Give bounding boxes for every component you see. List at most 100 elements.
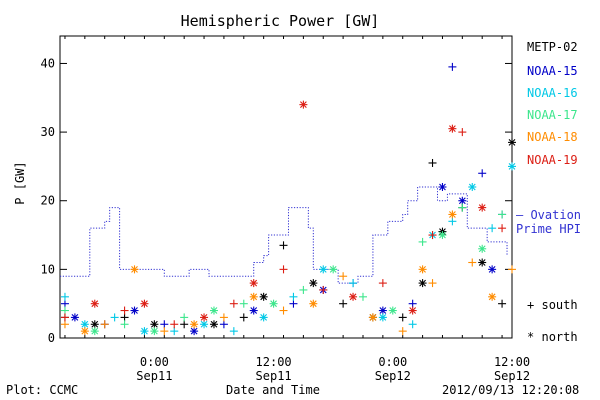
data-point-north bbox=[190, 320, 199, 329]
data-point-south bbox=[160, 320, 169, 329]
data-point-south bbox=[60, 306, 69, 315]
x-tick-time: 0:00 bbox=[140, 355, 169, 369]
data-point-south bbox=[319, 285, 328, 294]
data-point-north bbox=[478, 244, 487, 253]
data-point-south bbox=[358, 292, 367, 301]
legend-entry-noaa-18: NOAA-18 bbox=[527, 130, 578, 144]
data-point-north bbox=[140, 299, 149, 308]
data-point-north bbox=[209, 306, 218, 315]
data-point-north bbox=[508, 162, 516, 171]
data-point-south bbox=[60, 313, 69, 322]
y-tick-label: 10 bbox=[41, 262, 55, 276]
data-point-south bbox=[120, 320, 129, 329]
data-point-south bbox=[229, 327, 238, 336]
data-point-north bbox=[438, 183, 447, 191]
footer-timestamp: 2012/09/13 12:20:08 bbox=[442, 383, 580, 397]
data-point-south bbox=[60, 292, 69, 301]
data-point-north bbox=[438, 231, 447, 240]
data-point-south bbox=[110, 313, 119, 322]
data-point-south bbox=[498, 210, 507, 219]
data-point-north bbox=[319, 265, 328, 274]
data-point-north bbox=[329, 265, 338, 274]
data-point-north bbox=[90, 327, 99, 336]
marker-legend-south: + south bbox=[527, 298, 578, 312]
data-point-south bbox=[229, 299, 238, 308]
legend-entry-noaa-16: NOAA-16 bbox=[527, 86, 578, 100]
legend-entry-metp-02: METP-02 bbox=[527, 40, 578, 54]
data-point-north bbox=[488, 265, 497, 274]
data-point-north bbox=[349, 292, 358, 301]
data-point-south bbox=[398, 313, 407, 322]
marker-legend-label: south bbox=[541, 298, 578, 312]
data-point-north bbox=[418, 265, 427, 274]
data-point-south bbox=[160, 327, 169, 336]
y-tick-label: 30 bbox=[41, 125, 55, 139]
data-point-south bbox=[239, 313, 248, 322]
data-point-north bbox=[368, 313, 377, 322]
chart-title: Hemispheric Power [GW] bbox=[180, 12, 380, 30]
data-point-south bbox=[60, 320, 69, 329]
data-point-north bbox=[378, 306, 387, 315]
data-point-north bbox=[130, 306, 139, 315]
data-point-north bbox=[418, 279, 427, 288]
data-point-south bbox=[60, 299, 69, 308]
data-point-south bbox=[448, 217, 457, 226]
data-point-south bbox=[170, 327, 179, 336]
plus-icon: + bbox=[527, 298, 535, 312]
data-point-south bbox=[299, 285, 308, 294]
data-point-north bbox=[150, 327, 159, 336]
data-point-north bbox=[200, 320, 209, 329]
data-point-south bbox=[378, 279, 387, 288]
x-tick-time: 0:00 bbox=[378, 355, 407, 369]
data-point-south bbox=[458, 203, 467, 212]
legend-entry-noaa-19: NOAA-19 bbox=[527, 153, 578, 167]
data-point-north bbox=[90, 299, 99, 308]
data-point-south bbox=[498, 299, 507, 308]
data-point-south bbox=[219, 320, 228, 329]
data-point-south bbox=[448, 62, 457, 71]
y-axis-label: P [GW] bbox=[13, 161, 27, 205]
data-point-south bbox=[339, 272, 348, 281]
data-point-north bbox=[508, 138, 516, 147]
data-point-south bbox=[468, 258, 477, 267]
footer-left: Plot: CCMC bbox=[6, 383, 79, 397]
data-point-south bbox=[100, 320, 109, 329]
data-point-north bbox=[140, 327, 149, 336]
x-tick-date: Sep11 bbox=[136, 369, 172, 383]
data-point-north bbox=[488, 292, 497, 301]
data-point-north bbox=[458, 196, 467, 205]
data-point-south bbox=[488, 224, 497, 233]
data-point-south bbox=[508, 265, 516, 274]
y-tick-label: 20 bbox=[41, 194, 55, 208]
x-tick-date: Sep12 bbox=[375, 369, 411, 383]
data-point-north bbox=[150, 320, 159, 329]
data-point-north bbox=[90, 320, 99, 329]
x-tick-date: Sep12 bbox=[494, 369, 530, 383]
data-point-south bbox=[398, 327, 407, 336]
legend-entry-ovation-hpi: — Ovation Prime HPI bbox=[516, 208, 582, 236]
data-point-north bbox=[70, 313, 79, 322]
data-point-north bbox=[468, 183, 477, 191]
x-tick-time: 12:00 bbox=[256, 355, 292, 369]
data-point-south bbox=[279, 265, 288, 274]
data-point-south bbox=[408, 320, 417, 329]
data-point-south bbox=[120, 313, 129, 322]
data-point-south bbox=[289, 299, 298, 308]
x-axis-label: Date and Time bbox=[226, 383, 320, 397]
data-point-south bbox=[339, 299, 348, 308]
asterisk-icon: * bbox=[527, 330, 535, 344]
data-point-north bbox=[80, 327, 89, 336]
y-tick-label: 40 bbox=[41, 56, 55, 70]
data-point-north bbox=[269, 299, 278, 308]
x-tick-date: Sep11 bbox=[256, 369, 292, 383]
data-point-south bbox=[219, 313, 228, 322]
x-tick-time: 12:00 bbox=[494, 355, 530, 369]
data-point-north bbox=[200, 313, 209, 322]
marker-legend-north: * north bbox=[527, 330, 578, 344]
data-point-north bbox=[190, 327, 199, 336]
data-point-south bbox=[239, 299, 248, 308]
data-point-south bbox=[458, 128, 467, 137]
data-point-north bbox=[478, 258, 487, 267]
data-point-north bbox=[259, 292, 268, 301]
